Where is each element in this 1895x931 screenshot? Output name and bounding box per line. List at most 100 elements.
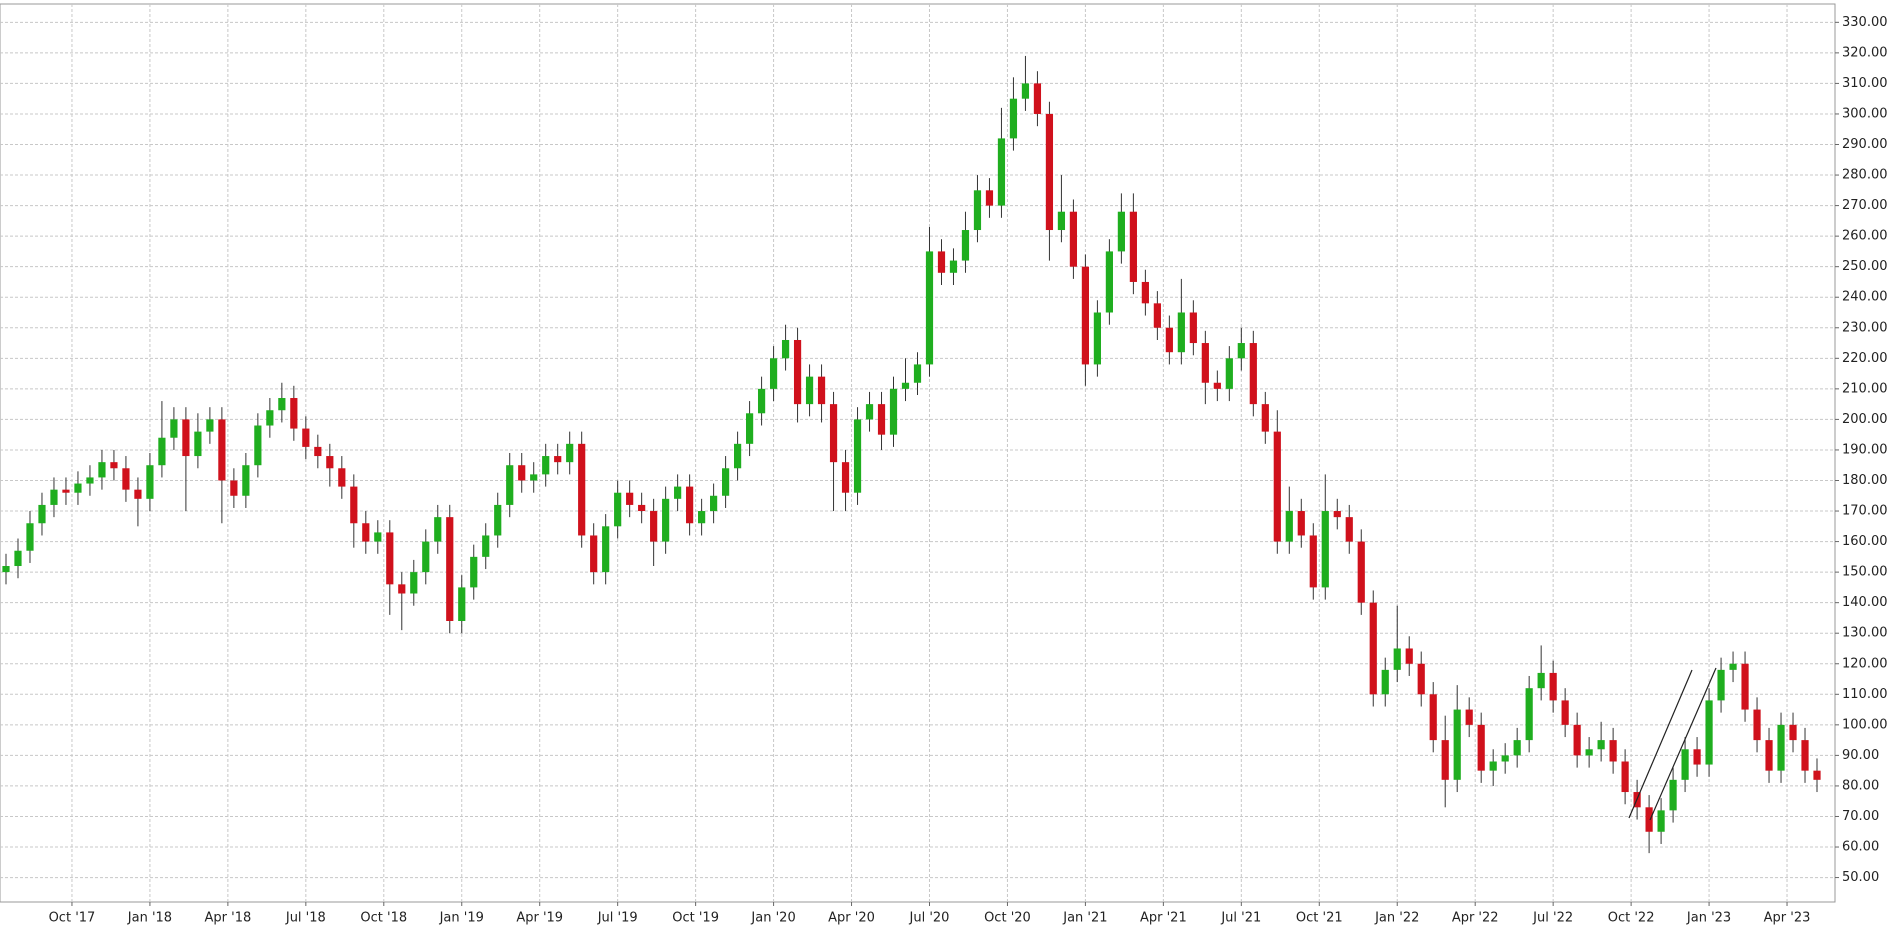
candle-body [302,428,310,447]
candle-body [1765,740,1773,771]
candle-body [1225,358,1233,389]
y-tick-label: 230.00 [1842,320,1888,335]
candle-body [1129,211,1137,282]
candle-body [1705,700,1713,765]
candle-body [470,556,478,588]
candle-body [1549,672,1557,701]
candle-body [1357,541,1365,603]
candle-body [566,443,574,463]
y-tick-label: 50.00 [1842,870,1879,885]
y-tick-label: 280.00 [1842,168,1888,183]
candle-body [829,404,838,463]
candle-body [674,486,682,499]
candle-body [374,532,382,542]
candle-body [506,465,514,505]
candle-body [146,465,154,499]
candle-body [578,443,586,536]
candle-body [1333,511,1341,518]
candle-body [398,584,406,594]
candle-body [1741,663,1749,710]
candle-body [913,364,922,383]
x-tick-label: Oct '19 [672,911,719,926]
candle-body [1717,669,1725,701]
candle-body [1237,343,1245,359]
candle-body [1597,740,1605,750]
y-tick-label: 150.00 [1842,565,1888,580]
candle-body [853,419,862,493]
candle-body [62,489,70,493]
candle-body [1513,740,1521,756]
chart-layer: 50.00 60.00 70.00 80.00 90.00 100.00 110.00 120… [0,4,1888,926]
candle-body [182,419,190,457]
y-tick-label: 140.00 [1842,595,1888,610]
candle-body [1081,266,1090,365]
candle-body [841,462,850,493]
candle-body [1801,740,1809,771]
y-tick-label: 240.00 [1842,290,1888,305]
candle-body [290,398,298,429]
x-tick-label: Jul '20 [909,911,950,926]
candle-body [1657,810,1665,832]
x-tick-label: Apr '18 [205,911,252,926]
x-tick-label: Apr '23 [1764,911,1811,926]
x-tick-label: Apr '20 [828,911,875,926]
candle-body [74,483,82,493]
candle-body [338,468,346,487]
candle-body [1465,709,1473,725]
candle-body [1405,648,1413,664]
y-tick-label: 120.00 [1842,656,1888,671]
candle-body [158,437,166,466]
candle-body [278,398,286,411]
candle-body [1297,511,1305,536]
candle-body [1729,663,1737,670]
candle-body [817,376,826,405]
candle-body [638,504,646,512]
candle-body [434,517,442,542]
x-tick-label: Oct '22 [1608,911,1655,926]
y-tick-label: 170.00 [1842,504,1888,519]
candle-body [1057,211,1066,231]
candle-body [482,535,490,557]
candle-body [86,477,94,484]
y-tick-label: 90.00 [1842,748,1879,763]
candle-body [1681,749,1689,780]
candle-body [1153,303,1161,328]
y-tick-label: 80.00 [1842,778,1879,793]
candle-body [554,456,562,463]
candle-body [422,541,430,573]
candle-body [50,489,58,505]
candle-body [1165,327,1173,353]
candle-body [1177,312,1185,353]
candle-body [865,404,874,420]
candle-body [889,388,898,435]
x-tick-label: Jan '23 [1686,911,1731,926]
candle-body [134,489,142,499]
y-tick-label: 70.00 [1842,809,1879,824]
candle-body [626,492,634,505]
x-tick-label: Jan '20 [750,911,795,926]
x-tick-label: Jan '21 [1062,911,1107,926]
x-tick-label: Apr '22 [1452,911,1499,926]
y-tick-label: 60.00 [1842,840,1879,855]
candle-body [1261,404,1269,432]
candle-body [1213,382,1221,389]
y-tick-label: 180.00 [1842,473,1888,488]
candle-body [1537,672,1545,689]
x-tick-label: Jan '19 [439,911,484,926]
trend-line [1649,667,1717,821]
candle-body [1561,700,1569,725]
candle-body [1621,761,1629,793]
candle-body [218,419,226,481]
candle-body [925,251,934,365]
candle-body [1393,648,1401,670]
candle-body [1141,281,1149,304]
candle-body [1573,724,1581,756]
candle-body [530,474,538,481]
candle-body [698,511,706,524]
candle-body [386,532,394,585]
candle-body [1585,749,1593,756]
y-tick-label: 320.00 [1842,45,1888,60]
y-tick-label: 260.00 [1842,229,1888,244]
candle-body [362,523,370,542]
